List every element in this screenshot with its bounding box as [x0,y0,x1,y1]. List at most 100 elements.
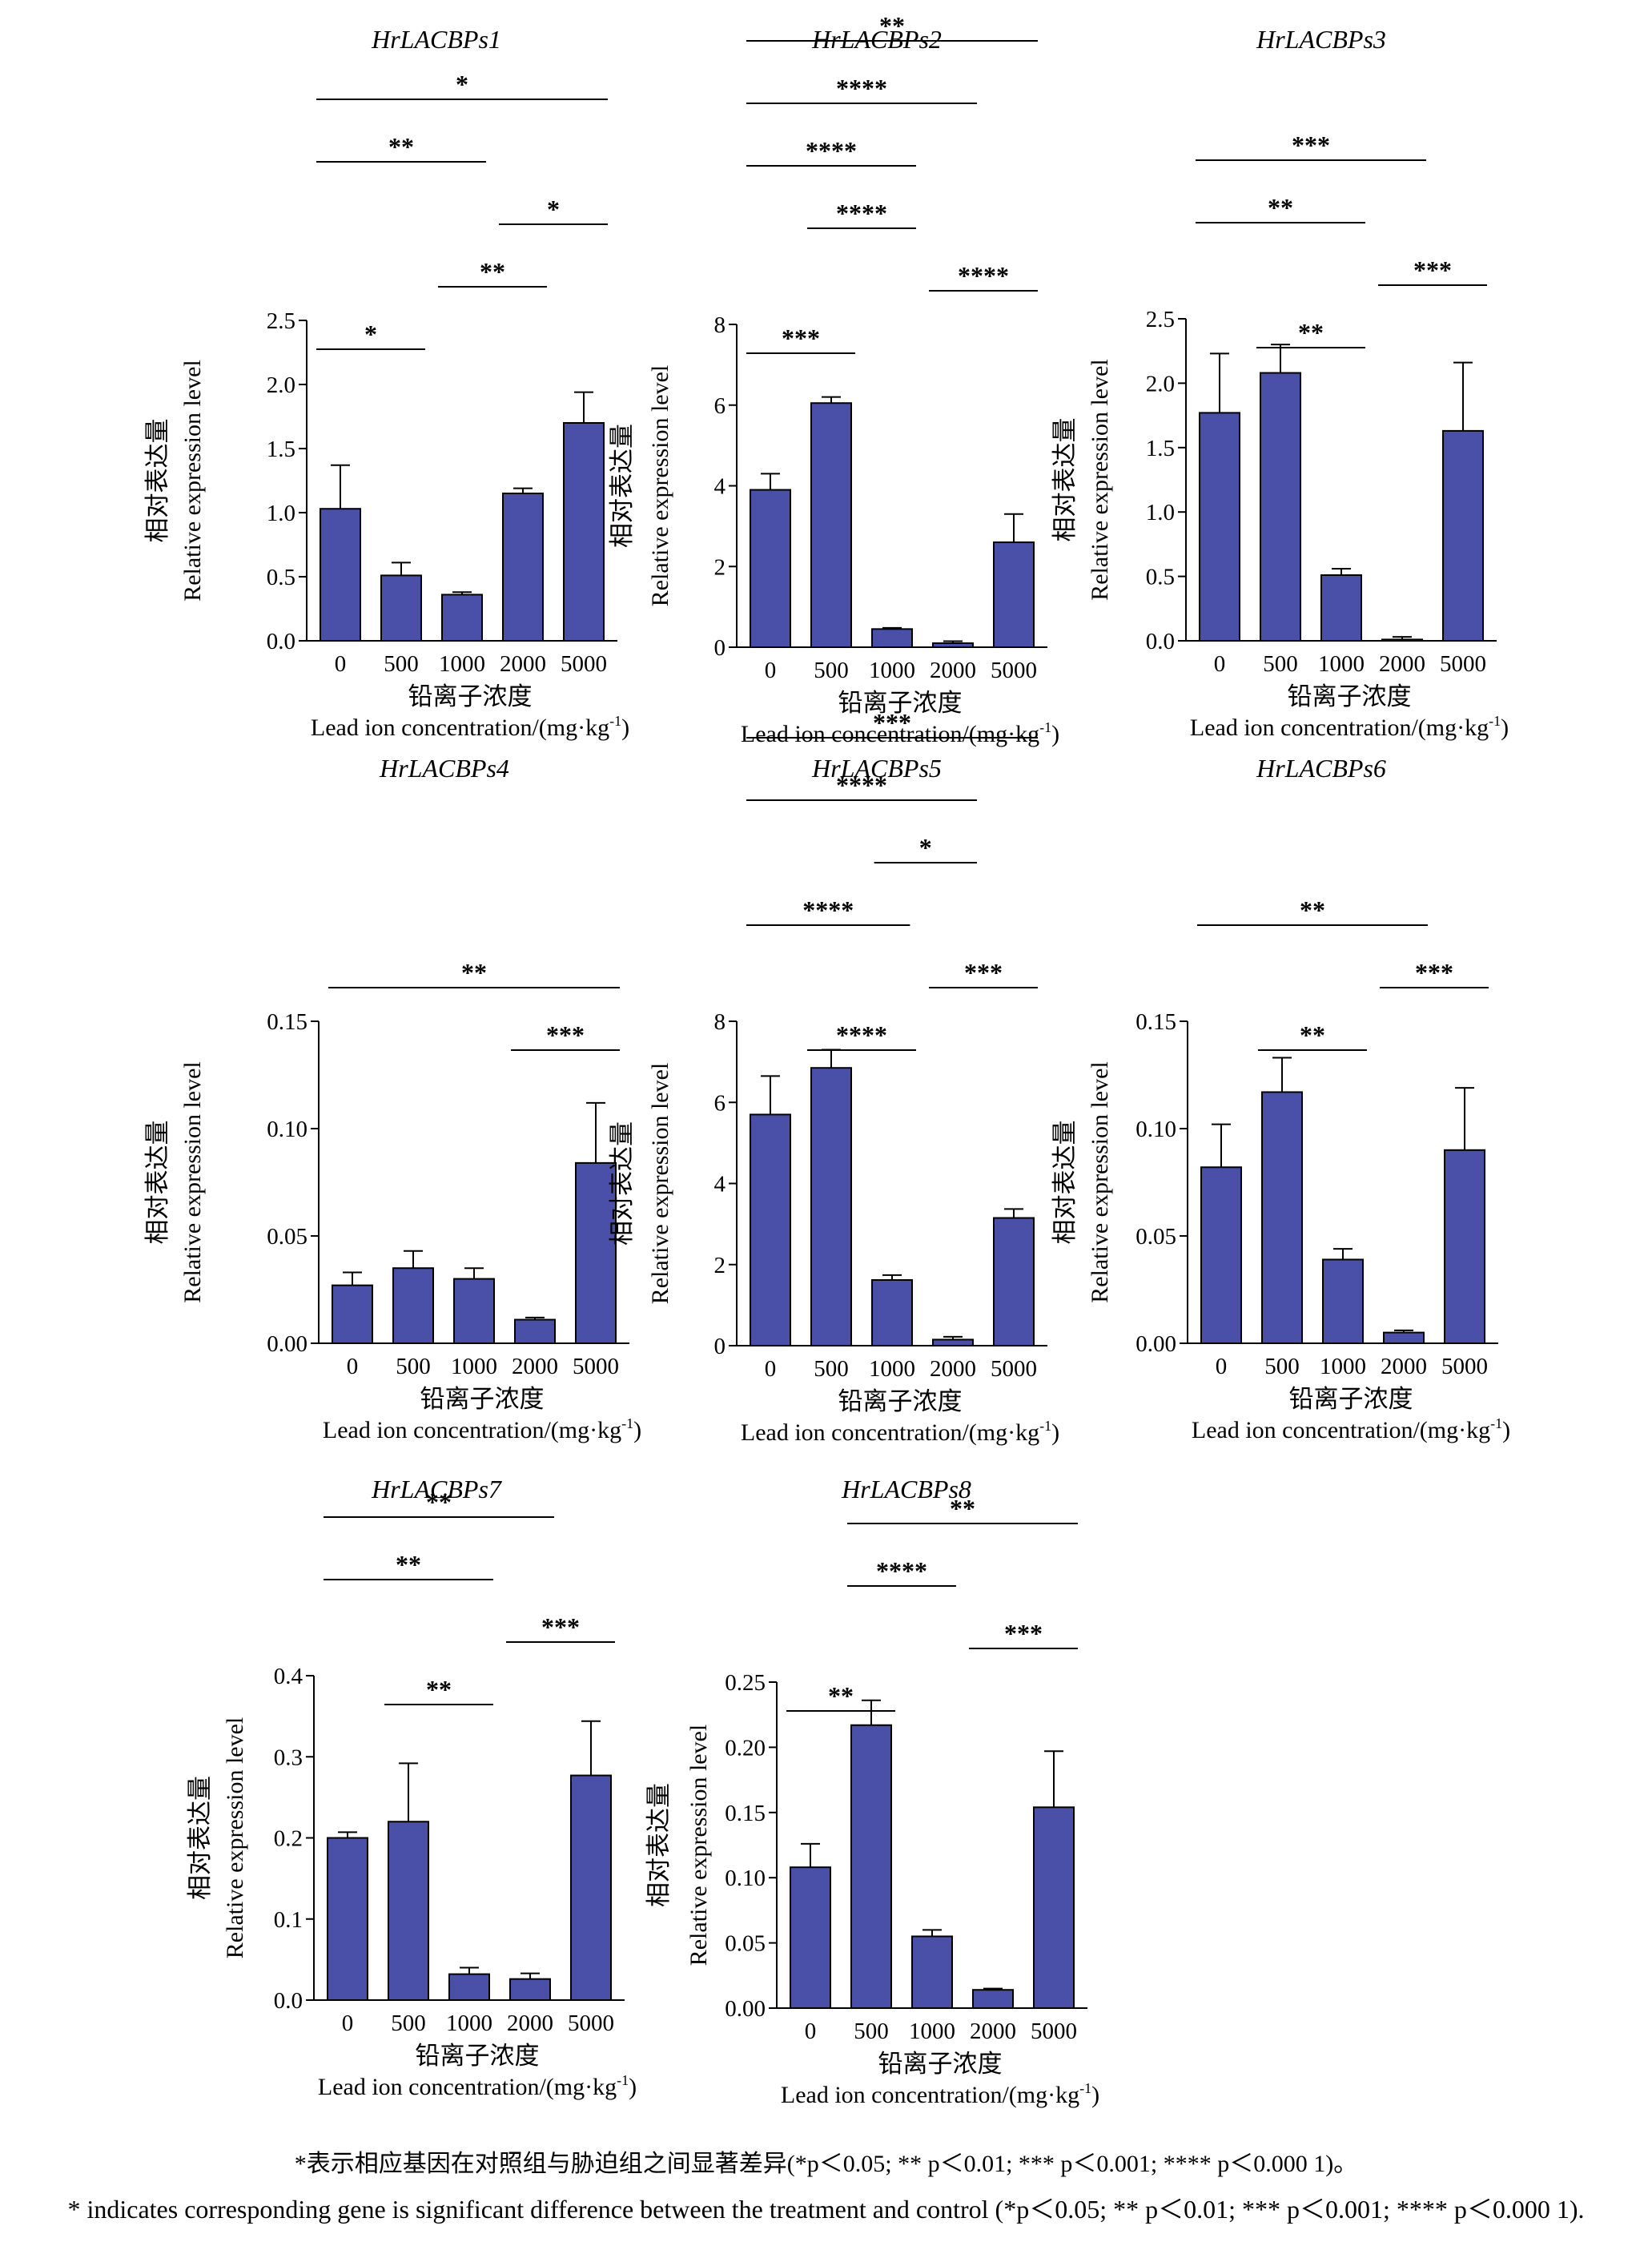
y-tick-label: 0.25 [725,1670,766,1696]
x-axis-label-cn: 铅离子浓度 [408,682,533,710]
y-tick-label: 0.2 [274,1826,303,1852]
y-tick-label: 8 [714,312,726,338]
y-tick-label: 4 [714,474,726,500]
x-tick-label: 0 [347,1354,359,1379]
x-axis-label-en: Lead ion concentration/(mg·kg-1) [323,1415,641,1443]
x-tick-label: 5000 [573,1354,619,1379]
x-tick-label: 0 [765,1356,777,1382]
bar [332,1284,373,1345]
significance-label: *** [546,1020,585,1049]
bar [388,1821,429,2001]
x-tick-label: 5000 [991,658,1037,683]
x-tick-label: 0 [1214,651,1226,677]
y-tick-label: 1.5 [1146,436,1175,461]
chart-title: HrLACBPs4 [379,754,509,783]
x-axis-label-en: Lead ion concentration/(mg·kg-1) [741,1418,1059,1446]
y-tick-label: 0.05 [1135,1224,1176,1250]
bar [1200,1166,1242,1344]
y-axis-label-en: Relative expression level [647,365,673,607]
x-axis-label-cn: 铅离子浓度 [1288,682,1412,710]
bar [380,574,422,642]
x-tick-label: 2000 [1381,1354,1427,1379]
bar [810,402,852,648]
x-tick-label: 0 [765,658,777,683]
x-axis-label-sup: -1 [609,713,621,729]
x-axis-label-en: Lead ion concentration/(mg·kg-1) [741,719,1059,747]
x-axis-label-sup: -1 [1039,1418,1051,1434]
x-tick-label: 1000 [451,1354,497,1379]
bar [993,541,1035,649]
x-axis-label-en: Lead ion concentration/(mg·kg-1) [1190,713,1509,741]
bar [1444,1149,1485,1345]
x-tick-label: 2000 [507,2011,553,2036]
x-axis-label-cn: 铅离子浓度 [838,1387,963,1415]
y-axis-label-cn: 相对表达量 [1051,418,1079,542]
x-axis-label-cn: 铅离子浓度 [878,2050,1003,2078]
x-axis-label-cn: 铅离子浓度 [838,689,963,717]
y-tick-label: 8 [714,1009,726,1035]
bar [453,1278,495,1344]
y-tick-label: 0.00 [1135,1331,1176,1357]
y-tick-label: 0.15 [1135,1009,1176,1035]
significance-label: **** [836,199,887,227]
y-tick-label: 0.3 [274,1745,303,1770]
y-tick-label: 0.15 [267,1009,307,1035]
bar [871,628,913,648]
bar [790,1866,831,2010]
bar [1322,1258,1364,1344]
y-axis-label-en: Relative expression level [179,1061,206,1303]
x-axis-label-cn: 铅离子浓度 [420,1385,545,1413]
x-tick-label: 0 [342,2011,354,2036]
x-tick-label: 2000 [500,651,546,677]
significance-label: ** [828,1681,854,1710]
x-tick-label: 0 [335,651,347,677]
x-axis-label-end: ) [1051,721,1059,747]
y-tick-label: 0 [714,635,726,661]
y-tick-label: 2.0 [267,372,295,398]
significance-label: *** [1004,1619,1043,1648]
y-tick-label: 0.00 [267,1331,307,1357]
significance-label: ** [1268,193,1293,222]
chart-panel-8: HrLACBPs8 0.00 0.05 0.10 0.15 0.20 0.25 0 500 100… [645,1475,1099,2108]
significance-label: **** [876,1556,927,1585]
y-axis-label-cn: 相对表达量 [143,419,171,543]
x-tick-label: 500 [1263,651,1298,677]
y-tick-label: 0.0 [274,1988,303,2014]
y-tick-label: 2.0 [1146,371,1175,396]
bar [1320,574,1362,642]
y-axis-label-en: Relative expression level [1087,359,1113,601]
y-axis-label-cn: 相对表达量 [608,1121,636,1246]
x-tick-label: 2000 [512,1354,558,1379]
significance-label: ** [480,257,505,286]
x-tick-label: 5000 [991,1356,1037,1382]
bar [448,1973,490,2002]
x-tick-label: 1000 [909,2019,955,2044]
chart-panel-2: HrLACBPs2 0 2 4 6 8 0 500 1000 2000 5000 铅离子浓度Lead … [608,11,1059,747]
y-tick-label: 2 [714,1253,726,1278]
chart-panel-7: HrLACBPs7 0.0 0.1 0.2 0.3 0.4 0 500 1000 2000 5000… [186,1475,637,2100]
bar [327,1837,368,2001]
x-tick-label: 500 [396,1354,431,1379]
significance-label: * [364,320,377,348]
x-tick-label: 5000 [1440,651,1486,677]
x-tick-label: 500 [814,1356,849,1382]
significance-label: *** [1415,958,1453,987]
bar [441,594,483,642]
bar [320,508,361,642]
x-tick-label: 5000 [561,651,607,677]
y-axis-label-en: Relative expression level [1087,1061,1113,1303]
bar [502,493,544,642]
y-axis-label-en: Relative expression level [647,1063,673,1305]
y-axis-label-cn: 相对表达量 [186,1776,214,1900]
significance-label: **** [806,136,857,165]
x-axis-label-sup: -1 [617,2072,629,2088]
chart-panel-1: HrLACBPs1 0.0 0.5 1.0 1.5 2.0 2.5 0 500 1000 2000 5… [143,25,629,741]
bar [911,1935,953,2009]
y-tick-label: 1.0 [267,501,295,526]
x-tick-label: 1000 [869,1356,915,1382]
bar [1261,1091,1303,1344]
x-tick-label: 5000 [1031,2019,1077,2044]
bar [993,1217,1035,1346]
x-tick-label: 2000 [930,658,976,683]
bar [1383,1331,1425,1344]
